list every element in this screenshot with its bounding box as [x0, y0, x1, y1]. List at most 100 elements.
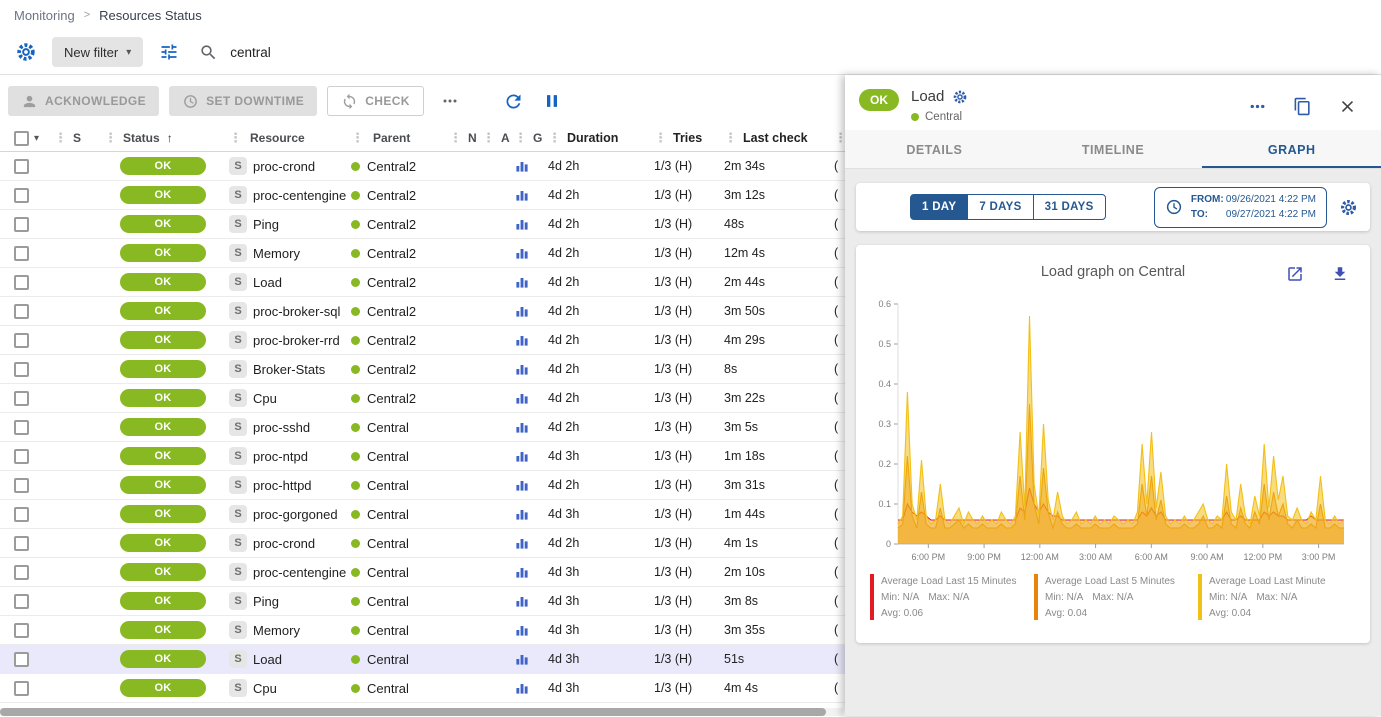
graph-icon[interactable]	[514, 332, 530, 348]
row-checkbox[interactable]	[14, 304, 29, 319]
breadcrumb-monitoring[interactable]: Monitoring	[14, 8, 75, 23]
row-checkbox[interactable]	[14, 478, 29, 493]
row-checkbox[interactable]	[14, 536, 29, 551]
row-checkbox[interactable]	[14, 246, 29, 261]
row-checkbox[interactable]	[14, 275, 29, 290]
more-actions-icon[interactable]	[436, 87, 464, 115]
graph-icon[interactable]	[514, 535, 530, 551]
status-badge: OK	[120, 418, 206, 436]
drag-handle-icon: ⋮	[548, 130, 561, 146]
row-checkbox[interactable]	[14, 594, 29, 609]
resource-name: Broker-Stats	[253, 362, 325, 377]
tab-details[interactable]: DETAILS	[845, 130, 1024, 168]
col-header-notes[interactable]: N	[468, 131, 477, 145]
sync-icon	[341, 93, 358, 110]
graph-icon[interactable]	[514, 361, 530, 377]
scrollbar-thumb[interactable]	[0, 708, 826, 716]
horizontal-scrollbar[interactable]	[0, 708, 843, 716]
col-header-tries[interactable]: Tries	[673, 131, 702, 145]
resource-name: proc-crond	[253, 159, 315, 174]
legend-item-load-15min[interactable]: Average Load Last 15 Minutes Min: N/AMax…	[870, 574, 1028, 622]
graph-icon[interactable]	[514, 680, 530, 696]
new-filter-dropdown[interactable]: New filter ▾	[52, 37, 143, 67]
row-checkbox[interactable]	[14, 420, 29, 435]
graph-icon[interactable]	[514, 158, 530, 174]
open-in-new-icon[interactable]	[1281, 260, 1309, 288]
graph-icon[interactable]	[514, 216, 530, 232]
resource-name: proc-ntpd	[253, 449, 308, 464]
tab-timeline[interactable]: TIMELINE	[1024, 130, 1203, 168]
download-icon[interactable]	[1326, 260, 1354, 288]
legend-avg: Avg: 0.06	[881, 606, 1016, 622]
last-check-value: 3m 35s	[720, 623, 830, 637]
resource-name: proc-broker-sql	[253, 304, 340, 319]
col-header-parent[interactable]: Parent	[373, 131, 410, 145]
time-range-31-days[interactable]: 31 DAYS	[1033, 194, 1106, 220]
panel-parent-name[interactable]: Central	[925, 111, 962, 123]
legend-min: Min: N/A	[1045, 592, 1083, 603]
filter-tune-icon[interactable]	[155, 38, 183, 66]
row-checkbox[interactable]	[14, 565, 29, 580]
graph-icon[interactable]	[514, 506, 530, 522]
graph-icon[interactable]	[514, 564, 530, 580]
col-header-status[interactable]: Status	[123, 131, 160, 145]
row-checkbox[interactable]	[14, 652, 29, 667]
legend-item-load-1min[interactable]: Average Load Last Minute Min: N/AMax: N/…	[1198, 574, 1356, 622]
graph-settings-gear-icon[interactable]	[1339, 198, 1358, 217]
parent-name: Central2	[367, 246, 416, 261]
search-input[interactable]	[228, 44, 648, 61]
col-header-resource[interactable]: Resource	[250, 131, 305, 145]
panel-more-icon[interactable]	[1243, 92, 1271, 120]
graph-icon[interactable]	[514, 622, 530, 638]
graph-icon[interactable]	[514, 448, 530, 464]
col-header-duration[interactable]: Duration	[567, 131, 618, 145]
last-check-value: 2m 44s	[720, 275, 830, 289]
time-range-1-day[interactable]: 1 DAY	[910, 194, 968, 220]
graph-icon[interactable]	[514, 419, 530, 435]
col-header-severity[interactable]: S	[73, 131, 81, 145]
breadcrumb-resources-status[interactable]: Resources Status	[99, 8, 202, 23]
clock-icon	[1165, 198, 1183, 216]
row-checkbox[interactable]	[14, 623, 29, 638]
filter-settings-gear-icon[interactable]	[12, 38, 40, 66]
tries-value: 1/3 (H)	[650, 304, 720, 318]
row-checkbox[interactable]	[14, 217, 29, 232]
select-all-dropdown-icon[interactable]: ▾	[34, 133, 39, 144]
graph-icon[interactable]	[514, 477, 530, 493]
graph-icon[interactable]	[514, 390, 530, 406]
row-checkbox[interactable]	[14, 449, 29, 464]
service-icon: S	[229, 592, 247, 610]
row-checkbox[interactable]	[14, 507, 29, 522]
graph-icon[interactable]	[514, 245, 530, 261]
row-checkbox[interactable]	[14, 159, 29, 174]
row-checkbox[interactable]	[14, 362, 29, 377]
graph-icon[interactable]	[514, 593, 530, 609]
graph-icon[interactable]	[514, 303, 530, 319]
row-checkbox[interactable]	[14, 391, 29, 406]
close-icon[interactable]	[1333, 92, 1361, 120]
select-all-checkbox[interactable]	[14, 131, 29, 146]
acknowledge-button[interactable]: ACKNOWLEDGE	[8, 86, 159, 116]
parent-name: Central	[367, 565, 409, 580]
graph-icon[interactable]	[514, 651, 530, 667]
check-button[interactable]: CHECK	[327, 86, 424, 116]
graph-icon[interactable]	[514, 187, 530, 203]
row-checkbox[interactable]	[14, 333, 29, 348]
col-header-acknowledged[interactable]: A	[501, 131, 510, 145]
time-range-7-days[interactable]: 7 DAYS	[967, 194, 1033, 220]
copy-link-icon[interactable]	[1288, 92, 1316, 120]
pause-icon[interactable]	[538, 87, 566, 115]
custom-time-period[interactable]: FROM:09/26/2021 4:22 PM TO:09/27/2021 4:…	[1154, 187, 1327, 228]
refresh-icon[interactable]	[500, 87, 528, 115]
col-header-last-check[interactable]: Last check	[743, 131, 808, 145]
set-downtime-button[interactable]: SET DOWNTIME	[169, 86, 317, 116]
graph-icon[interactable]	[514, 274, 530, 290]
sort-asc-icon[interactable]: ↑	[167, 131, 173, 145]
panel-settings-gear-icon[interactable]	[952, 89, 968, 105]
tries-value: 1/3 (H)	[650, 188, 720, 202]
tab-graph[interactable]: GRAPH	[1202, 130, 1381, 168]
row-checkbox[interactable]	[14, 681, 29, 696]
legend-item-load-5min[interactable]: Average Load Last 5 Minutes Min: N/AMax:…	[1034, 574, 1192, 622]
row-checkbox[interactable]	[14, 188, 29, 203]
load-graph-chart[interactable]: 00.10.20.30.40.50.66:00 PM9:00 PM12:00 A…	[868, 290, 1356, 568]
